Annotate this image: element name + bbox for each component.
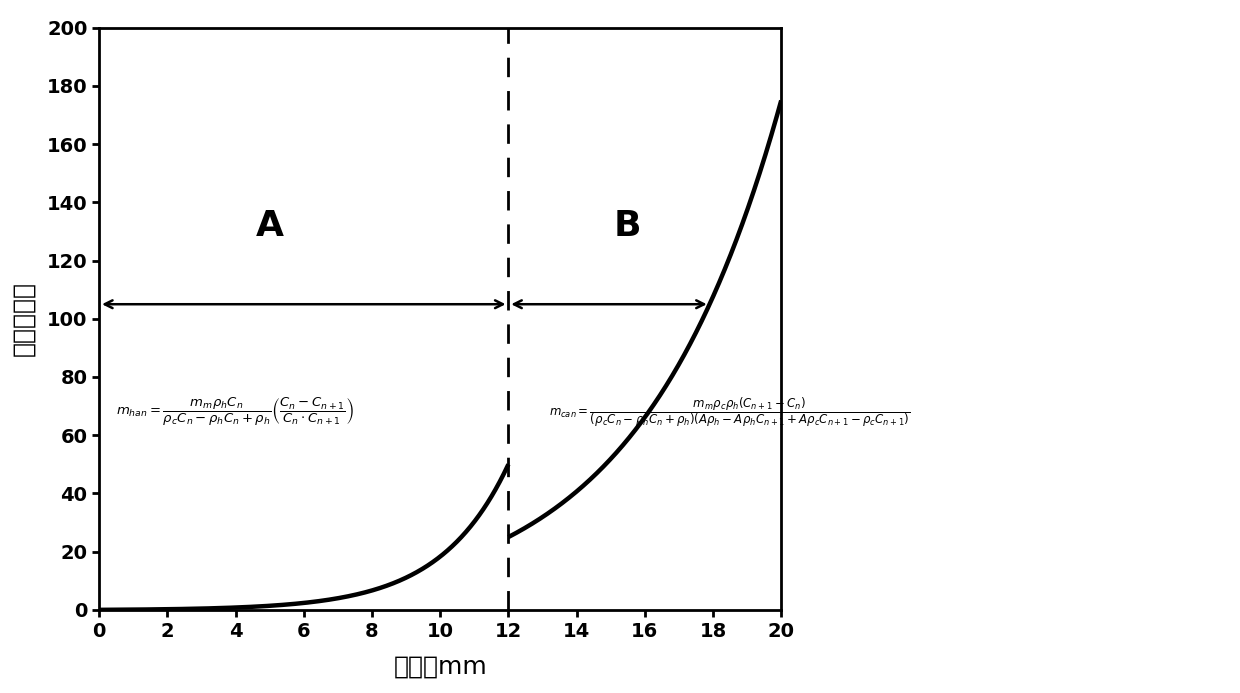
Text: $m_{han}=\dfrac{m_m\rho_h C_n}{\rho_c C_n-\rho_h C_n+\rho_h}\left(\dfrac{C_n-C_{: $m_{han}=\dfrac{m_m\rho_h C_n}{\rho_c C_…	[117, 396, 355, 428]
Text: $m_{can}=\dfrac{m_m\rho_c\rho_h(C_{n+1}-C_n)}{(\rho_c C_n-\rho_h C_n+\rho_h)(A\r: $m_{can}=\dfrac{m_m\rho_c\rho_h(C_{n+1}-…	[549, 395, 911, 429]
Text: B: B	[614, 209, 641, 243]
X-axis label: 厕度，mm: 厕度，mm	[393, 654, 487, 678]
Y-axis label: 添加量，克: 添加量，克	[11, 281, 36, 356]
Text: A: A	[255, 209, 284, 243]
